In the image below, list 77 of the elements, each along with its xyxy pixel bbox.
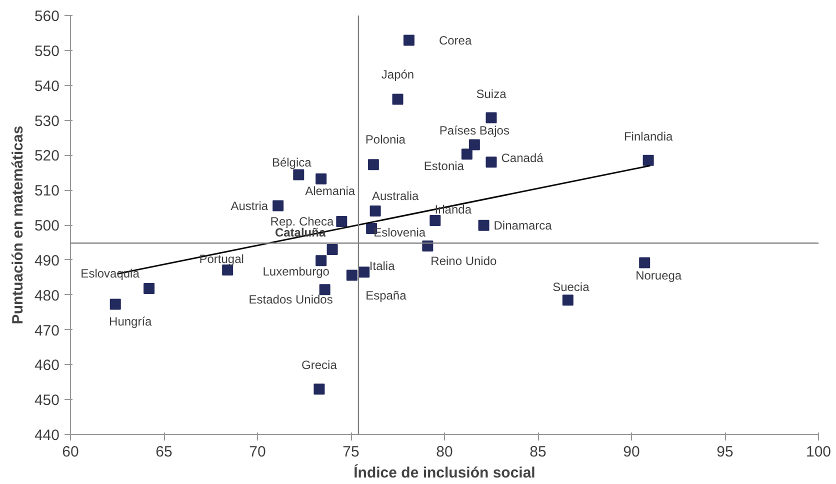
annotation: Suiza xyxy=(476,86,507,101)
x-tick-label: 70 xyxy=(249,444,266,460)
y-tick-label: 560 xyxy=(34,8,60,25)
point xyxy=(336,216,348,228)
annotation: Dinamarca xyxy=(494,218,552,232)
x-tick-label: 75 xyxy=(342,444,360,460)
y-axis-title: Puntuación en matemáticas xyxy=(9,126,26,324)
point xyxy=(319,284,330,296)
x-tick-label: 85 xyxy=(530,444,546,460)
y-tick-label: 470 xyxy=(34,322,60,340)
x-tick-label: 65 xyxy=(156,444,172,460)
annotation: Luxemburgo xyxy=(262,264,330,279)
x-axis-title: Índice de inclusión social xyxy=(354,464,536,482)
point xyxy=(222,264,234,276)
x-tick-label: 100 xyxy=(806,444,832,460)
y-tick-label: 520 xyxy=(34,148,60,165)
point xyxy=(562,294,574,306)
x-tick-label: 80 xyxy=(436,444,453,460)
point xyxy=(346,270,358,281)
annotation: Australia xyxy=(372,189,419,204)
y-tick-label: 440 xyxy=(34,427,60,444)
annotation: Finlandia xyxy=(624,129,674,144)
annotation: Polonia xyxy=(365,132,406,147)
annotation: Noruega xyxy=(636,268,682,283)
y-tick-label: 510 xyxy=(34,182,60,200)
annotation: Japón xyxy=(381,67,414,82)
point xyxy=(639,257,650,268)
annotation: Corea xyxy=(438,33,472,48)
annotation: Irlanda xyxy=(434,202,472,216)
annotation: Austria xyxy=(230,198,268,213)
annotation: Suecia xyxy=(552,280,590,294)
annotation: Hungría xyxy=(109,314,152,328)
y-tick-label: 450 xyxy=(34,392,60,410)
annotation: Canadá xyxy=(501,151,544,166)
x-tick-label: 90 xyxy=(623,444,640,460)
point xyxy=(293,169,304,180)
point xyxy=(430,214,441,226)
point xyxy=(392,94,404,105)
annotation: Grecia xyxy=(302,358,338,372)
x-tick-label: 95 xyxy=(716,444,734,460)
point xyxy=(642,154,654,166)
y-tick-label: 550 xyxy=(34,42,60,60)
point xyxy=(272,200,284,212)
point xyxy=(316,173,327,184)
point xyxy=(370,206,381,217)
point xyxy=(314,384,325,395)
y-tick-label: 460 xyxy=(34,357,60,374)
point xyxy=(358,266,370,278)
point xyxy=(110,298,121,310)
y-tick-label: 490 xyxy=(34,252,60,270)
point xyxy=(368,159,379,170)
point xyxy=(403,34,414,46)
point xyxy=(144,283,155,294)
point xyxy=(316,255,327,266)
annotation: Reino Unido xyxy=(430,254,498,268)
annotation: Portugal xyxy=(199,252,244,266)
annotation: Rep. Checa xyxy=(270,214,334,229)
point xyxy=(461,148,472,160)
y-tick-label: 480 xyxy=(34,287,60,304)
annotation: Estonia xyxy=(424,159,464,174)
annotation: Eslovenia xyxy=(374,225,426,240)
y-tick-label: 530 xyxy=(34,112,60,130)
annotation: Bélgica xyxy=(272,156,312,170)
annotation: Eslovaquia xyxy=(80,266,140,281)
y-tick-label: 540 xyxy=(34,78,60,95)
annotation: Estados Unidos xyxy=(248,292,333,307)
annotation: Italia xyxy=(369,259,396,274)
annotation: Alemania xyxy=(305,184,356,198)
annotation: España xyxy=(366,288,407,302)
point xyxy=(486,156,497,168)
x-tick-label: 60 xyxy=(62,444,79,460)
annotation: Países Bajos xyxy=(439,124,510,138)
point xyxy=(486,112,497,124)
point xyxy=(478,220,490,231)
y-tick-label: 500 xyxy=(34,218,60,234)
point xyxy=(326,244,338,255)
point xyxy=(468,139,480,150)
